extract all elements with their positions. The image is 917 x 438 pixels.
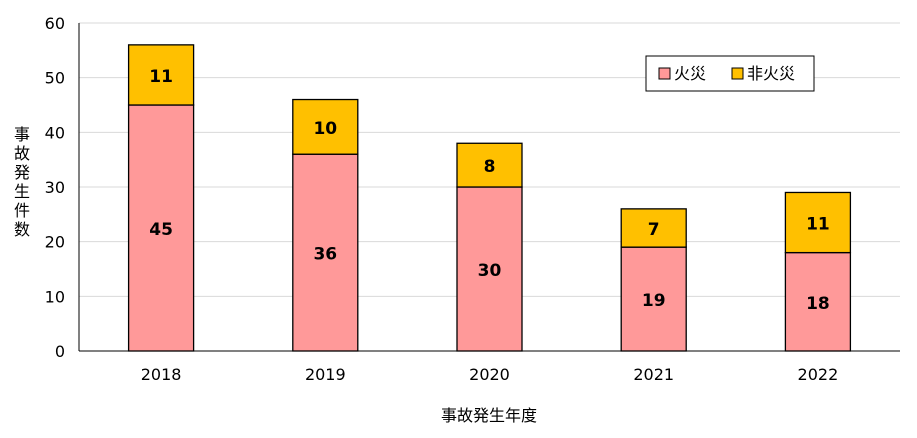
bar-segment-non-fire: [292, 98, 359, 155]
bar-segment-fire: [620, 246, 687, 352]
axes: [78, 23, 900, 352]
data-label: 30: [478, 261, 502, 281]
legend-label: 非火災: [747, 64, 795, 83]
y-tick-label: 60: [45, 14, 65, 33]
x-tick-label: 2020: [469, 365, 510, 384]
legend-swatch: [658, 67, 671, 80]
bar-segment-fire: [456, 186, 523, 352]
y-axis-title: 事故発生件数: [14, 125, 30, 239]
labels: 0 10 20 30 40 50 60 45 11 2018 36 10 2019 30 8 2020 19 7 2…: [14, 14, 838, 425]
y-tick-label: 30: [45, 178, 65, 197]
data-label: 36: [313, 245, 337, 265]
bars: [127, 44, 852, 352]
y-tick-label: 20: [45, 233, 65, 252]
y-tick-label: 0: [55, 342, 65, 361]
data-label: 11: [806, 215, 830, 235]
bar-segment-non-fire: [784, 191, 852, 254]
legend-box: [645, 55, 815, 92]
data-label: 7: [648, 220, 660, 240]
bar-segment-fire: [292, 153, 359, 352]
legend: 火災 非火災: [645, 55, 815, 92]
bar-segment-non-fire: [127, 44, 195, 106]
data-label: 45: [149, 220, 173, 240]
x-tick-label: 2018: [141, 365, 182, 384]
y-tick-label: 10: [45, 287, 65, 306]
legend-label: 火災: [674, 64, 706, 83]
x-tick-label: 2022: [798, 365, 839, 384]
data-label: 11: [149, 67, 173, 87]
data-label: 8: [484, 157, 496, 177]
bar-segment-non-fire: [456, 142, 523, 188]
y-tick-label: 40: [45, 123, 65, 142]
x-tick-label: 2021: [633, 365, 674, 384]
legend-swatch: [731, 67, 744, 80]
x-tick-label: 2019: [305, 365, 346, 384]
data-label: 19: [642, 291, 666, 311]
data-label: 10: [313, 119, 337, 139]
x-axis-title: 事故発生年度: [441, 406, 537, 425]
bar-segment-non-fire: [620, 208, 687, 248]
y-tick-label: 50: [45, 69, 65, 88]
data-label: 18: [806, 294, 830, 314]
